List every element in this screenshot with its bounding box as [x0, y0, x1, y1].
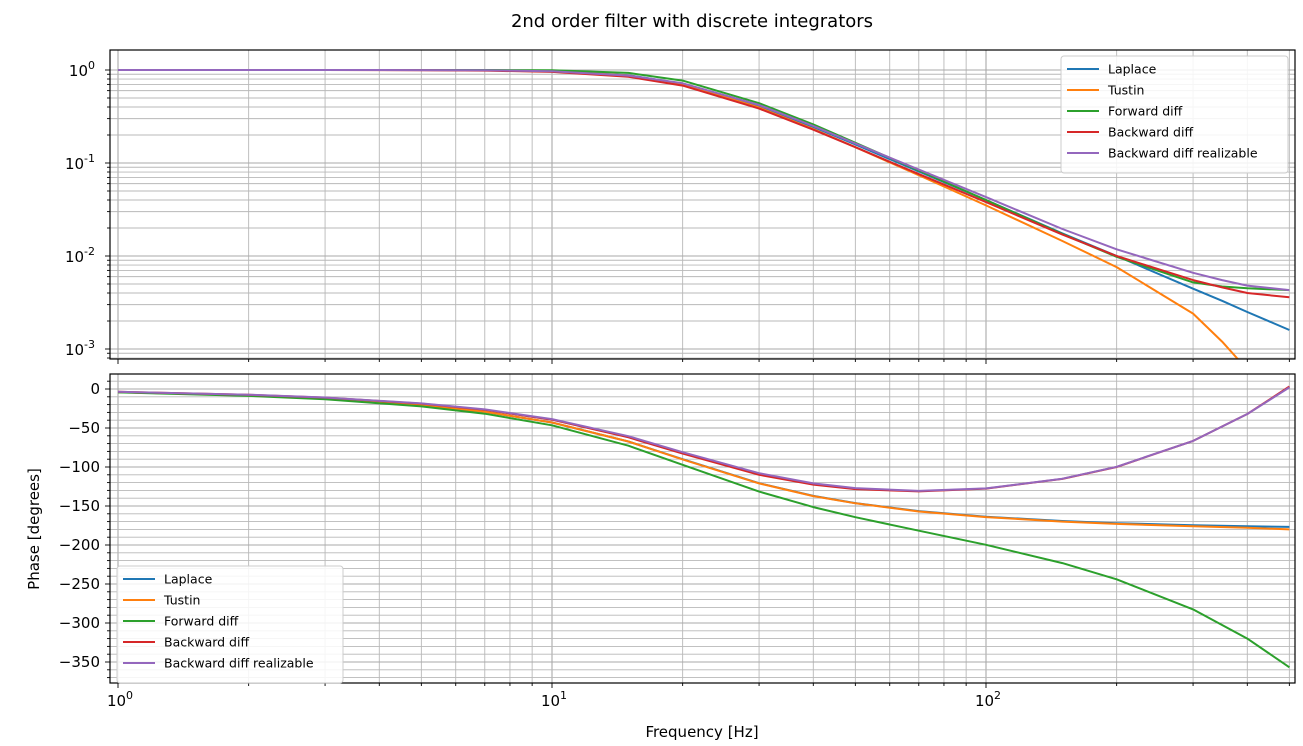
legend-label: Forward diff	[1108, 104, 1183, 119]
x-axis-label: Frequency [Hz]	[645, 723, 758, 741]
phase-ticks: 100 101 102 0 −50 −100 −150 −200 −250 −300 −350	[59, 380, 1290, 710]
magnitude-legend: Laplace Tustin Forward diff Backward diff Ba…	[1060, 55, 1289, 174]
phase-tick-label: −350	[59, 653, 100, 671]
legend-label: Laplace	[164, 572, 213, 587]
phase-lines	[117, 385, 1290, 669]
legend-label: Backward diff realizable	[164, 656, 314, 671]
legend-box	[116, 565, 344, 684]
figure-title: 2nd order filter with discrete integrato…	[511, 11, 873, 32]
phase-y-axis-label: Phase [degrees]	[25, 468, 43, 590]
phase-line-backward-diff	[117, 385, 1290, 493]
x-tick-label: 101	[541, 689, 567, 710]
phase-tick-label: −100	[59, 458, 100, 476]
phase-tick-label: −50	[68, 419, 100, 437]
x-tick-label: 100	[107, 689, 133, 710]
legend-label: Backward diff	[1108, 125, 1193, 140]
phase-legend: Laplace Tustin Forward diff Backward diff Ba…	[116, 565, 344, 684]
phase-tick-label: −150	[59, 497, 100, 515]
magnitude-ticks: 100 10-1 10-2 10-3	[65, 59, 1290, 364]
magnitude-tick-label: 10-1	[65, 152, 95, 173]
phase-tick-label: −250	[59, 575, 100, 593]
legend-box	[1060, 55, 1289, 174]
phase-line-tustin	[117, 391, 1290, 531]
magnitude-lines	[118, 69, 1290, 359]
phase-line-backward-diff-realizable	[117, 386, 1290, 492]
phase-tick-label: −200	[59, 536, 100, 554]
phase-tick-label: −300	[59, 614, 100, 632]
magnitude-tick-label: 10-3	[65, 338, 95, 359]
phase-line-forward-diff	[117, 391, 1290, 669]
legend-label: Forward diff	[164, 614, 239, 629]
legend-label: Tustin	[1107, 83, 1144, 98]
legend-label: Backward diff realizable	[1108, 146, 1258, 161]
phase-tick-label: 0	[90, 380, 100, 398]
magnitude-axes: 100 10-1 10-2 10-3 Laplace Tustin Forward dif…	[65, 49, 1296, 364]
magnitude-line-backward-diff-realizable	[118, 69, 1290, 292]
phase-axes: 100 101 102 0 −50 −100 −150 −200 −250 −300 −350 La…	[59, 373, 1296, 710]
phase-axes-frame	[109, 373, 1296, 684]
magnitude-tick-label: 10-2	[65, 245, 95, 266]
magnitude-axes-frame	[109, 49, 1296, 360]
legend-label: Laplace	[1108, 62, 1157, 77]
x-tick-label: 102	[975, 689, 1001, 710]
legend-label: Backward diff	[164, 635, 249, 650]
legend-label: Tustin	[163, 593, 200, 608]
magnitude-tick-label: 100	[69, 59, 95, 80]
